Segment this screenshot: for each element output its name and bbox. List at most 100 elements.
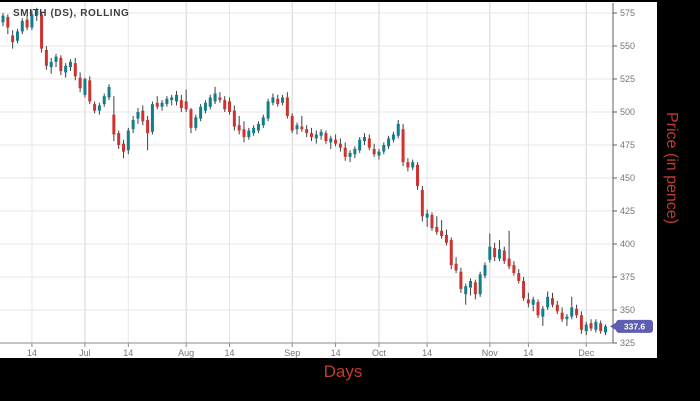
candle-down bbox=[575, 308, 579, 316]
candlestick-chart-panel: 14 Jul 14 Aug 14 Sep 14 Oct 14 Nov 14 Dec 575 550 525 5… bbox=[0, 2, 657, 358]
x-tick-label: Oct bbox=[372, 348, 387, 358]
candle-up bbox=[348, 152, 352, 157]
candle-down bbox=[555, 304, 559, 312]
plot-area: 14 Jul 14 Aug 14 Sep 14 Oct 14 Nov 14 Dec5755505255… bbox=[0, 2, 653, 358]
candle-down bbox=[440, 230, 444, 237]
candles-group bbox=[1, 7, 607, 336]
candle-up bbox=[425, 213, 429, 218]
y-tick-label: 375 bbox=[620, 272, 635, 282]
candle-up bbox=[170, 97, 174, 101]
vertical-gridlines bbox=[31, 2, 587, 343]
candle-up bbox=[102, 96, 106, 105]
candle-up bbox=[208, 97, 212, 107]
y-tick-label: 400 bbox=[620, 239, 635, 249]
candle-down bbox=[305, 129, 309, 134]
candle-down bbox=[372, 148, 376, 155]
candle-down bbox=[155, 102, 159, 107]
x-tick-label: 14 bbox=[523, 348, 533, 358]
candle-up bbox=[30, 14, 34, 28]
y-tick-label: 525 bbox=[620, 74, 635, 84]
candle-up bbox=[488, 246, 492, 260]
candle-up bbox=[64, 65, 68, 73]
candle-down bbox=[459, 271, 463, 289]
candle-down bbox=[6, 16, 10, 28]
candle-down bbox=[416, 164, 420, 186]
candle-up bbox=[213, 93, 217, 102]
chart-title: SMITH (DS), ROLLING bbox=[13, 8, 130, 19]
candle-up bbox=[54, 56, 58, 62]
candle-down bbox=[493, 247, 497, 258]
candle-up bbox=[382, 145, 386, 152]
candle-down bbox=[522, 280, 526, 299]
candle-down bbox=[473, 282, 477, 295]
candle-up bbox=[497, 249, 501, 259]
candle-down bbox=[512, 265, 516, 274]
candle-up bbox=[252, 127, 256, 134]
candle-up bbox=[314, 134, 318, 139]
candle-down bbox=[117, 133, 121, 145]
y-tick-label: 475 bbox=[620, 140, 635, 150]
candle-up bbox=[377, 151, 381, 156]
candle-down bbox=[338, 143, 342, 148]
y-tick-label: 350 bbox=[620, 305, 635, 315]
candle-down bbox=[242, 129, 246, 138]
candle-up bbox=[199, 106, 203, 119]
candle-down bbox=[334, 139, 338, 144]
candle-down bbox=[507, 258, 511, 267]
candle-down bbox=[401, 129, 405, 163]
candle-down bbox=[526, 299, 530, 304]
candle-down bbox=[579, 315, 583, 330]
candle-down bbox=[285, 97, 289, 116]
candle-down bbox=[589, 323, 593, 329]
candle-up bbox=[68, 61, 72, 68]
x-axis-ticks: 14 Jul 14 Aug 14 Sep 14 Oct 14 Nov 14 Dec bbox=[27, 343, 595, 358]
candle-up bbox=[531, 299, 535, 305]
candle-down bbox=[406, 162, 410, 168]
candle-up bbox=[319, 131, 323, 136]
candle-down bbox=[78, 77, 82, 89]
candle-up bbox=[160, 102, 164, 107]
candle-up bbox=[584, 324, 588, 332]
candle-down bbox=[40, 14, 44, 49]
candle-up bbox=[266, 101, 270, 119]
candle-down bbox=[179, 100, 183, 109]
candle-up bbox=[541, 308, 545, 317]
candle-down bbox=[430, 214, 434, 229]
candle-down bbox=[232, 110, 236, 127]
candle-up bbox=[203, 102, 207, 111]
candle-down bbox=[237, 125, 241, 131]
candle-down bbox=[435, 226, 439, 233]
candle-down bbox=[146, 119, 150, 134]
x-tick-label: Jul bbox=[79, 348, 91, 358]
candle-down bbox=[550, 298, 554, 305]
candle-down bbox=[599, 323, 603, 332]
candle-down bbox=[420, 189, 424, 217]
candle-up bbox=[126, 130, 130, 151]
candle-up bbox=[256, 123, 260, 131]
candle-up bbox=[295, 125, 299, 130]
candle-up bbox=[150, 104, 154, 132]
candle-up bbox=[20, 20, 24, 32]
x-tick-label: Nov bbox=[482, 348, 499, 358]
candle-up bbox=[387, 138, 391, 147]
candle-up bbox=[411, 162, 415, 168]
candle-up bbox=[469, 280, 473, 288]
candle-up bbox=[391, 134, 395, 140]
candle-up bbox=[329, 138, 333, 143]
candle-down bbox=[189, 109, 193, 128]
candle-up bbox=[604, 326, 607, 333]
candle-down bbox=[517, 273, 521, 281]
candle-up bbox=[165, 98, 169, 105]
y-tick-label: 450 bbox=[620, 173, 635, 183]
candle-up bbox=[353, 148, 357, 155]
candle-down bbox=[290, 115, 294, 131]
candle-down bbox=[184, 101, 188, 110]
candle-up bbox=[83, 79, 87, 95]
last-price-tag: 337.6 bbox=[610, 319, 653, 333]
candle-down bbox=[141, 110, 145, 122]
candle-down bbox=[25, 19, 29, 28]
horizontal-gridlines bbox=[0, 12, 613, 311]
candle-up bbox=[247, 130, 251, 138]
candle-down bbox=[449, 240, 453, 266]
